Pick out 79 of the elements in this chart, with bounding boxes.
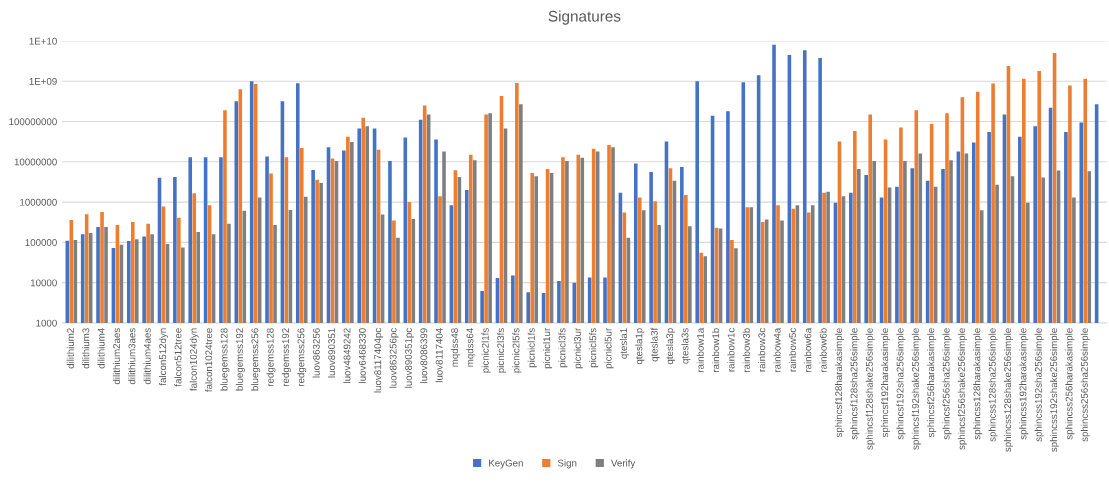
- x-tick-label: picnicl5ur: [604, 327, 614, 369]
- x-tick-label: redgemss192: [281, 328, 291, 387]
- y-tick-label: 10000000: [14, 158, 57, 166]
- x-tick-label: picnicl1fs: [527, 328, 537, 368]
- x-tick-label: qtesla1p: [635, 328, 645, 365]
- x-tick-label: sphincss128sha256simple: [988, 328, 998, 442]
- x-tick-label: dilithium2aes: [112, 328, 121, 385]
- x-tick-label: luov863256pc: [389, 328, 399, 388]
- legend-label: KeyGen: [489, 459, 523, 469]
- x-tick-label: qtesla3p: [665, 328, 676, 365]
- x-tick-label: luov8117404pc: [374, 328, 384, 393]
- x-tick-label: sphincsf192shake256simple: [911, 328, 921, 450]
- x-tick-label: rainbow6a: [804, 327, 812, 373]
- x-tick-label: rainbow1b: [712, 328, 720, 373]
- x-tick-label: dilithium4: [97, 328, 105, 369]
- x-tick-label: sphincsf192sha256simple: [896, 328, 906, 440]
- x-tick-label: redgemss128: [266, 328, 276, 387]
- legend-label: Sign: [557, 459, 577, 469]
- x-tick-label: picnicl1ur: [543, 327, 553, 369]
- x-tick-label: sphincsf128harakasimple: [834, 328, 844, 438]
- x-tick-label: dilithium2: [66, 328, 74, 369]
- x-tick-label: bluegemss192: [235, 328, 245, 391]
- x-tick-label: sphincsf128sha256simple: [850, 328, 860, 440]
- x-tick-label: rainbow5c: [788, 328, 796, 372]
- x-tick-label: dilithium3: [82, 328, 90, 369]
- x-tick-label: sphincsf192harakasimple: [881, 328, 891, 438]
- x-tick-label: rainbow1c: [727, 328, 735, 372]
- x-tick-label: sphincsf256harakasimple: [927, 328, 937, 438]
- x-tick-label: luov8086399: [420, 328, 428, 383]
- x-tick-label: sphincsf256shake256simple: [957, 328, 967, 450]
- x-tick-label: sphincsf128shake256simple: [865, 328, 875, 450]
- y-tick-label: 1E+10: [29, 37, 57, 45]
- x-tick-label: dilithium3aes: [128, 328, 136, 385]
- x-tick-label: picnicl3ur: [573, 327, 583, 369]
- x-tick-label: luov890351pc: [404, 328, 414, 388]
- x-tick-label: falcon512dyn: [158, 328, 169, 386]
- x-tick-label: sphincss256harakasimple: [1065, 328, 1075, 440]
- x-tick-label: rainbow3c: [758, 328, 766, 372]
- y-tick-label: 1E+09: [29, 77, 57, 85]
- y-tick-label: 1000: [36, 319, 57, 327]
- y-tick-label: 100000: [25, 239, 57, 246]
- x-tick-label: falcon1024dyn: [189, 328, 199, 391]
- x-tick-label: sphincsf256sha256simple: [942, 328, 952, 440]
- x-tick-label: sphincss128shake256simple: [1003, 328, 1013, 452]
- x-tick-label: sphincss192sha256simple: [1034, 328, 1044, 442]
- x-tick-label: picnic2l1fs: [481, 328, 491, 373]
- x-tick-label: picnicl3fs: [558, 328, 568, 368]
- x-tick-label: luov863256: [312, 328, 320, 378]
- x-tick-label: sphincss256sha256simple: [1080, 328, 1090, 442]
- x-tick-label: rainbow4a: [773, 327, 781, 373]
- x-tick-label: redgemss256: [297, 328, 307, 387]
- x-tick-label: dilithium4aes: [143, 328, 151, 385]
- x-tick-label: picnic2l3fs: [496, 328, 507, 373]
- x-tick-label: bluegemss256: [251, 328, 261, 391]
- x-tick-label: rainbow6b: [819, 328, 827, 373]
- x-tick-label: rainbow1a: [696, 327, 704, 373]
- x-tick-label: bluegemss128: [220, 328, 230, 391]
- x-tick-label: rainbow3b: [742, 328, 750, 373]
- x-tick-label: picnic2l5fs: [512, 328, 522, 373]
- x-tick-label: qtesla1: [619, 328, 629, 359]
- x-tick-label: picnicl5fs: [589, 328, 599, 368]
- x-tick-label: mqdss64: [466, 328, 476, 367]
- y-tick-label: 100000000: [9, 118, 57, 126]
- x-tick-label: luov6468330: [358, 328, 366, 383]
- x-tick-label: falcon512tree: [174, 328, 182, 387]
- y-tick-label: 10000: [30, 279, 57, 287]
- x-tick-label: luov4849242: [343, 328, 351, 383]
- x-tick-label: qtesla3s: [681, 328, 691, 364]
- y-tick-label: 1000000: [20, 198, 57, 206]
- x-tick-label: sphincss192harakasimple: [1019, 328, 1029, 440]
- chart-title: Signatures: [548, 10, 621, 25]
- x-tick-label: luov890351: [327, 328, 336, 378]
- x-tick-label: luov8117404: [435, 328, 443, 383]
- x-tick-label: sphincss192shake256simple: [1050, 328, 1060, 452]
- x-tick-label: qtesla3f: [650, 327, 660, 362]
- legend-label: Verify: [611, 459, 636, 469]
- x-tick-label: falcon1024tree: [205, 328, 213, 392]
- x-tick-label: sphincss128harakasimple: [973, 328, 983, 440]
- x-tick-label: mqdss48: [450, 328, 460, 367]
